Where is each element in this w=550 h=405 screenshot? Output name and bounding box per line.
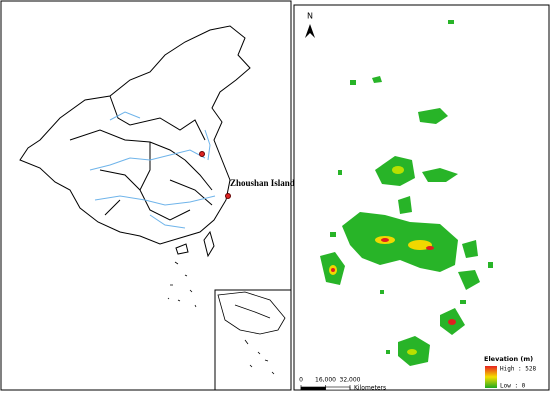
legend-low: Low : 0 xyxy=(500,383,526,390)
right-panel xyxy=(293,4,550,391)
north-arrow xyxy=(305,24,315,38)
inset-box xyxy=(214,289,292,391)
scale-segment xyxy=(300,386,326,391)
legend-title: Elevation (m) xyxy=(484,355,533,363)
scale-segment xyxy=(325,386,351,391)
north-label: N xyxy=(307,12,313,21)
dots xyxy=(167,261,197,308)
zhoushan-label: Zhoushan Islands xyxy=(230,178,299,188)
beijing-point xyxy=(199,151,205,157)
zhoushan-point xyxy=(225,193,231,199)
scale-tick-label: 0 xyxy=(299,377,303,384)
legend-high: High : 528 xyxy=(500,366,537,373)
scale-bar: 0 16,000 32,000 xyxy=(299,377,361,391)
inset-map xyxy=(217,291,286,375)
scale-tick-label: 32,000 xyxy=(340,377,361,384)
high-elevation xyxy=(329,166,456,355)
legend-ramp xyxy=(485,366,497,388)
rivers xyxy=(89,111,216,229)
scale-unit: Kilometers xyxy=(354,385,386,392)
scale-tick-label: 16,000 xyxy=(315,377,336,384)
islands xyxy=(320,20,494,373)
